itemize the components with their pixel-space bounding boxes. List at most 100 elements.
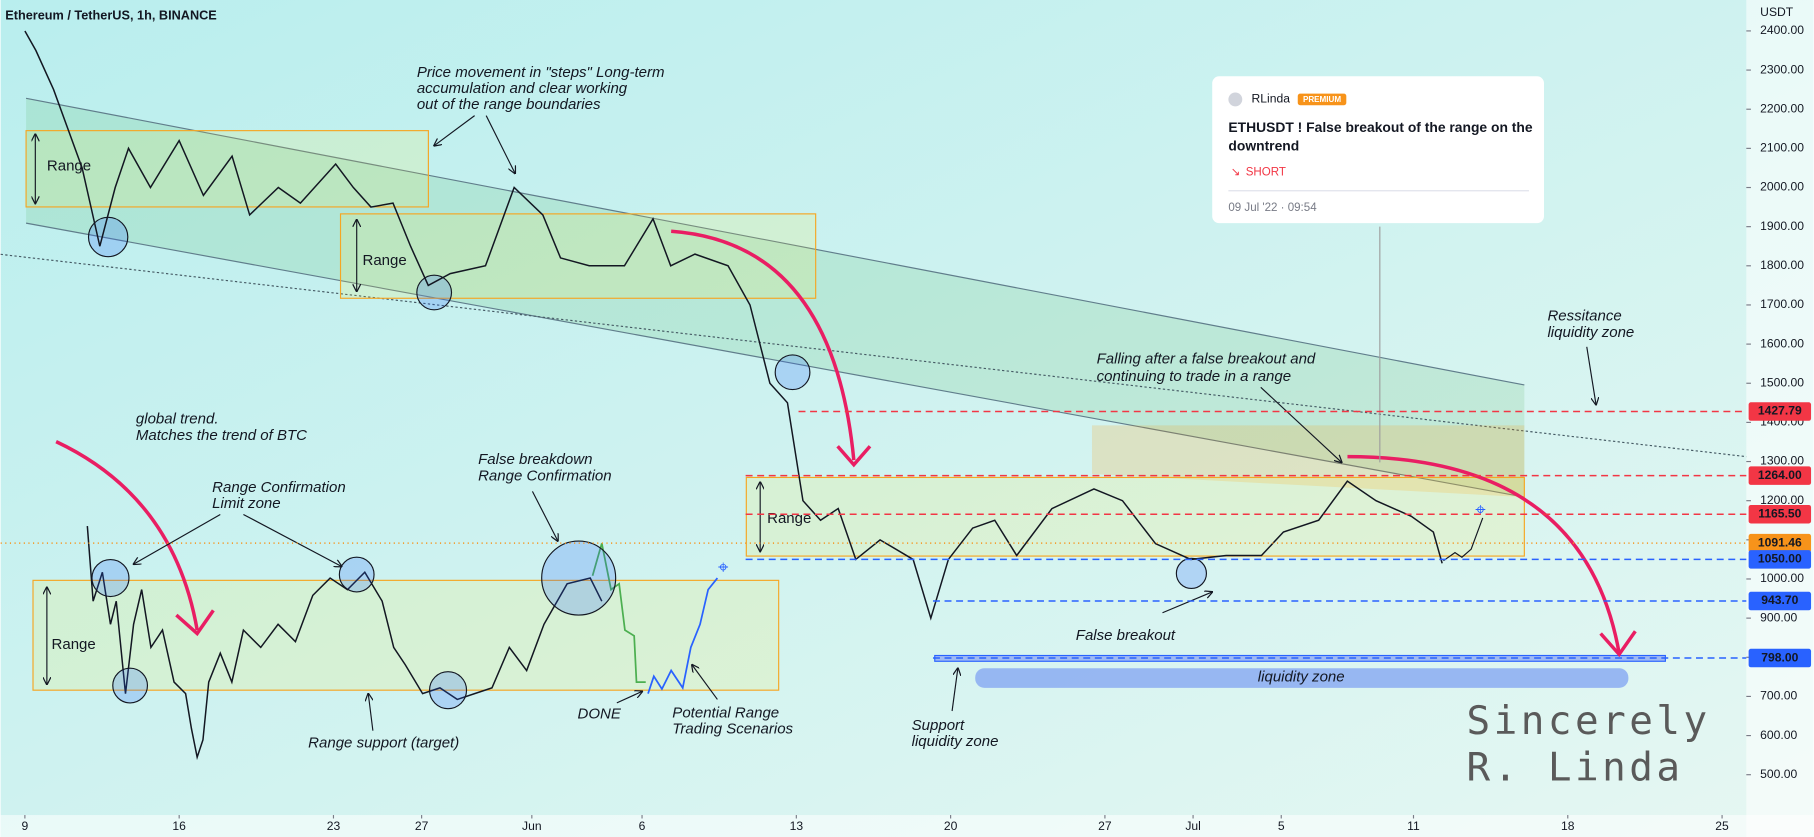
scenario-line	[1443, 517, 1484, 562]
annotation: False breakout	[1076, 627, 1176, 644]
price-line	[24, 30, 1443, 621]
pointer	[434, 115, 475, 146]
x-tick-label: 9	[22, 819, 29, 833]
y-tick-label: 1300.00	[1760, 454, 1804, 468]
idea-card[interactable]	[1212, 76, 1544, 224]
pointer	[951, 668, 958, 712]
axis-unit: USDT	[1760, 5, 1794, 19]
x-tick-label: 20	[944, 819, 958, 833]
annotation: DONE	[578, 705, 622, 722]
level-label: 1091.46	[1758, 535, 1802, 549]
annotation: out of the range boundaries	[417, 96, 601, 113]
avatar	[1228, 92, 1243, 107]
arrow-head	[836, 445, 872, 468]
scenario-line	[86, 525, 603, 761]
level-tag	[1748, 550, 1812, 569]
pointers	[134, 115, 1596, 731]
signature: R. Linda	[1467, 745, 1684, 790]
x-tick-label: 13	[790, 819, 804, 833]
card-arrow: ↘	[1231, 166, 1241, 178]
pointer	[368, 694, 374, 731]
annotation: Range support (target)	[308, 734, 459, 751]
x-tick-label: 11	[1407, 819, 1420, 833]
card-title: ETHUSDT ! False breakout of the range on…	[1228, 119, 1532, 135]
circle	[338, 556, 375, 593]
circle	[112, 667, 149, 704]
x-tick-label: 25	[1715, 819, 1729, 833]
curved-arrow	[1347, 454, 1621, 654]
scenario-line	[647, 577, 719, 694]
pointer	[243, 513, 341, 566]
annotation: False breakdown	[478, 451, 592, 468]
pointer	[485, 115, 515, 174]
annotation: liquidity zone	[1258, 668, 1345, 685]
trend-line	[0, 253, 1747, 458]
level-tag	[1748, 402, 1812, 421]
pointer	[1260, 386, 1342, 462]
y-tick-label: 2400.00	[1760, 23, 1804, 37]
circle	[541, 540, 617, 616]
channel-line	[25, 222, 1525, 498]
zone	[1091, 425, 1525, 498]
pointer	[1162, 592, 1212, 614]
y-tick-label: 500.00	[1760, 767, 1797, 781]
channel-line	[25, 97, 1525, 386]
y-tick-label: 1900.00	[1760, 219, 1804, 233]
card-author[interactable]: RLinda	[1252, 92, 1291, 106]
range-box	[25, 130, 429, 208]
annotation: liquidity zone	[912, 733, 999, 750]
annotation: liquidity zone	[1547, 324, 1634, 341]
annotation: Falling after a false breakout and	[1097, 351, 1316, 368]
x-tick-label: Jun	[522, 819, 542, 833]
level-label: 1050.00	[1758, 552, 1802, 566]
level-tag	[1748, 591, 1812, 611]
y-tick-label: 2000.00	[1760, 180, 1804, 194]
annotation: accumulation and clear working	[417, 80, 628, 97]
pointer	[692, 665, 718, 700]
annotation: Ressitance	[1547, 308, 1621, 325]
range-label: Range	[362, 252, 406, 269]
annotation: Range Confirmation	[212, 479, 346, 496]
level-label: 798.00	[1761, 650, 1798, 664]
range-box	[32, 579, 780, 691]
chart-title: Ethereum / TetherUS, 1h, BINANCE	[5, 8, 217, 23]
card-time: 09 Jul '22 · 09:54	[1228, 202, 1317, 214]
circle	[1175, 557, 1208, 590]
x-tick-label: 27	[1098, 819, 1112, 833]
pointer	[616, 691, 642, 704]
y-tick-label: 2300.00	[1760, 62, 1804, 76]
pointer	[531, 491, 557, 541]
y-tick-label: 2100.00	[1760, 141, 1804, 155]
y-tick-label: 1200.00	[1760, 493, 1804, 507]
pointer	[134, 513, 221, 564]
range-label: Range	[52, 636, 96, 653]
target-icon: ⌖	[718, 557, 728, 578]
target-icon: ⌖	[1475, 499, 1485, 520]
signature: Sincerely	[1467, 699, 1711, 744]
circle	[774, 354, 811, 391]
range-box	[339, 213, 817, 299]
level-tag	[1748, 648, 1812, 668]
range-label: Range	[47, 157, 91, 174]
level-label: 1165.50	[1758, 506, 1801, 520]
y-tick-label: 600.00	[1760, 728, 1797, 742]
range-label: Range	[767, 510, 811, 527]
x-tick-label: Jul	[1185, 819, 1201, 833]
annotation: Price movement in "steps" Long-term	[417, 64, 665, 81]
annotation: continuing to trade in a range	[1097, 368, 1292, 385]
y-tick-label: 2200.00	[1760, 101, 1804, 115]
y-tick-label: 1600.00	[1760, 336, 1804, 350]
level-label: 943.70	[1761, 593, 1798, 607]
y-tick-label: 900.00	[1760, 610, 1797, 624]
annotation: global trend.	[136, 411, 219, 428]
circle	[91, 558, 130, 598]
annotation: Matches the trend of BTC	[136, 427, 307, 444]
markers	[87, 216, 1208, 710]
x-tick-label: 27	[415, 819, 429, 833]
circle	[428, 671, 468, 710]
x-tick-label: 18	[1561, 819, 1575, 833]
annotation: Potential Range	[672, 704, 779, 721]
card-badge: PREMIUM	[1303, 95, 1341, 104]
y-tick-label: 1500.00	[1760, 375, 1804, 389]
